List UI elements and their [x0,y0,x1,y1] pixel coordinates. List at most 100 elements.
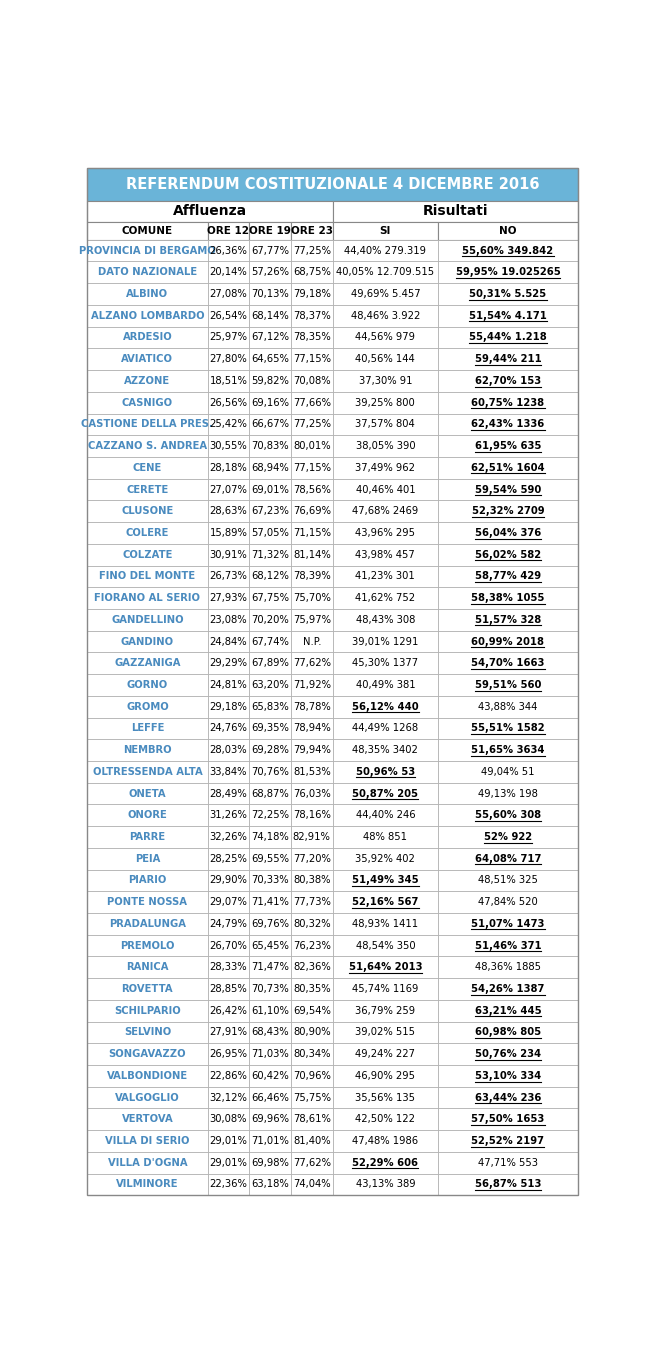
Text: SCHILPARIO: SCHILPARIO [114,1006,181,1015]
Text: 27,08%: 27,08% [210,289,247,300]
Text: 29,29%: 29,29% [210,659,247,668]
Text: 47,48% 1986: 47,48% 1986 [352,1137,419,1146]
Text: 44,49% 1268: 44,49% 1268 [352,724,419,733]
Text: 58,77% 429: 58,77% 429 [475,571,541,582]
Bar [438,1065,578,1087]
Text: ROVETTA: ROVETTA [121,984,173,994]
Text: PRADALUNGA: PRADALUNGA [109,919,186,929]
Bar [249,348,291,370]
Bar [249,1022,291,1044]
Bar [333,1108,438,1130]
Text: 55,51% 1582: 55,51% 1582 [471,724,545,733]
Text: PIARIO: PIARIO [129,875,167,886]
Bar [438,783,578,805]
Bar [333,201,578,223]
Text: 25,97%: 25,97% [210,332,247,343]
Bar [88,869,208,891]
Bar [88,891,208,913]
Text: 80,01%: 80,01% [293,441,330,451]
Text: 68,12%: 68,12% [251,571,289,582]
Text: 28,18%: 28,18% [210,463,247,472]
Text: 70,20%: 70,20% [251,614,289,625]
Text: Affluenza: Affluenza [173,204,247,219]
Text: 44,56% 979: 44,56% 979 [356,332,415,343]
Text: COLZATE: COLZATE [122,549,173,560]
Bar [291,1108,333,1130]
Text: 50,76% 234: 50,76% 234 [475,1049,541,1060]
Text: 75,97%: 75,97% [293,614,331,625]
Text: 62,51% 1604: 62,51% 1604 [471,463,545,472]
Bar [438,456,578,479]
Bar [333,1044,438,1065]
Text: 70,13%: 70,13% [251,289,289,300]
Bar [291,327,333,348]
Bar [438,934,578,956]
Bar [291,587,333,609]
Text: FINO DEL MONTE: FINO DEL MONTE [99,571,195,582]
Text: Risultati: Risultati [422,204,488,219]
Text: 55,44% 1.218: 55,44% 1.218 [469,332,547,343]
Text: GROMO: GROMO [126,702,169,711]
Bar [333,695,438,718]
Bar [208,522,249,544]
Text: 80,32%: 80,32% [293,919,330,929]
Bar [291,869,333,891]
Bar [438,348,578,370]
Text: 54,26% 1387: 54,26% 1387 [471,984,545,994]
Text: 29,01%: 29,01% [210,1137,247,1146]
Text: 48,51% 325: 48,51% 325 [478,875,538,886]
Text: 31,26%: 31,26% [210,810,247,821]
Bar [291,544,333,566]
Bar [438,587,578,609]
Bar [291,479,333,501]
Bar [208,1087,249,1108]
Text: 67,89%: 67,89% [251,659,289,668]
Bar [88,1044,208,1065]
Text: AZZONE: AZZONE [125,375,171,386]
Text: VILLA DI SERIO: VILLA DI SERIO [105,1137,190,1146]
Bar [88,1000,208,1022]
Text: 66,67%: 66,67% [251,420,289,429]
Bar [249,1065,291,1087]
Text: 63,44% 236: 63,44% 236 [475,1092,541,1103]
Text: CASNIGO: CASNIGO [122,398,173,408]
Text: 39,01% 1291: 39,01% 1291 [352,637,419,647]
Bar [88,1173,208,1195]
Bar [333,674,438,695]
Text: 27,07%: 27,07% [210,485,247,494]
Bar [291,262,333,284]
Text: 24,76%: 24,76% [210,724,247,733]
Bar [88,1108,208,1130]
Bar [208,587,249,609]
Bar [208,826,249,848]
Bar [208,848,249,869]
Text: 63,18%: 63,18% [251,1180,289,1189]
Text: PREMOLO: PREMOLO [120,941,175,950]
Bar [291,783,333,805]
Bar [249,934,291,956]
Bar [208,761,249,783]
Text: 33,84%: 33,84% [210,767,247,776]
Bar [249,262,291,284]
Text: 46,90% 295: 46,90% 295 [356,1071,415,1081]
Text: 52,52% 2197: 52,52% 2197 [471,1137,545,1146]
Bar [249,522,291,544]
Text: PARRE: PARRE [129,832,165,842]
Text: 49,24% 227: 49,24% 227 [356,1049,415,1060]
Bar [333,223,438,240]
Bar [88,262,208,284]
Text: 68,14%: 68,14% [251,310,289,321]
Text: 68,75%: 68,75% [293,267,331,277]
Text: 60,99% 2018: 60,99% 2018 [471,637,545,647]
Text: VERTOVA: VERTOVA [121,1114,173,1125]
Text: ONORE: ONORE [128,810,167,821]
Text: 26,70%: 26,70% [210,941,247,950]
Bar [208,956,249,979]
Bar [333,566,438,587]
Bar [333,891,438,913]
Text: 41,23% 301: 41,23% 301 [356,571,415,582]
Text: 79,94%: 79,94% [293,745,331,755]
Bar [333,1087,438,1108]
Bar [291,630,333,652]
Bar [291,695,333,718]
